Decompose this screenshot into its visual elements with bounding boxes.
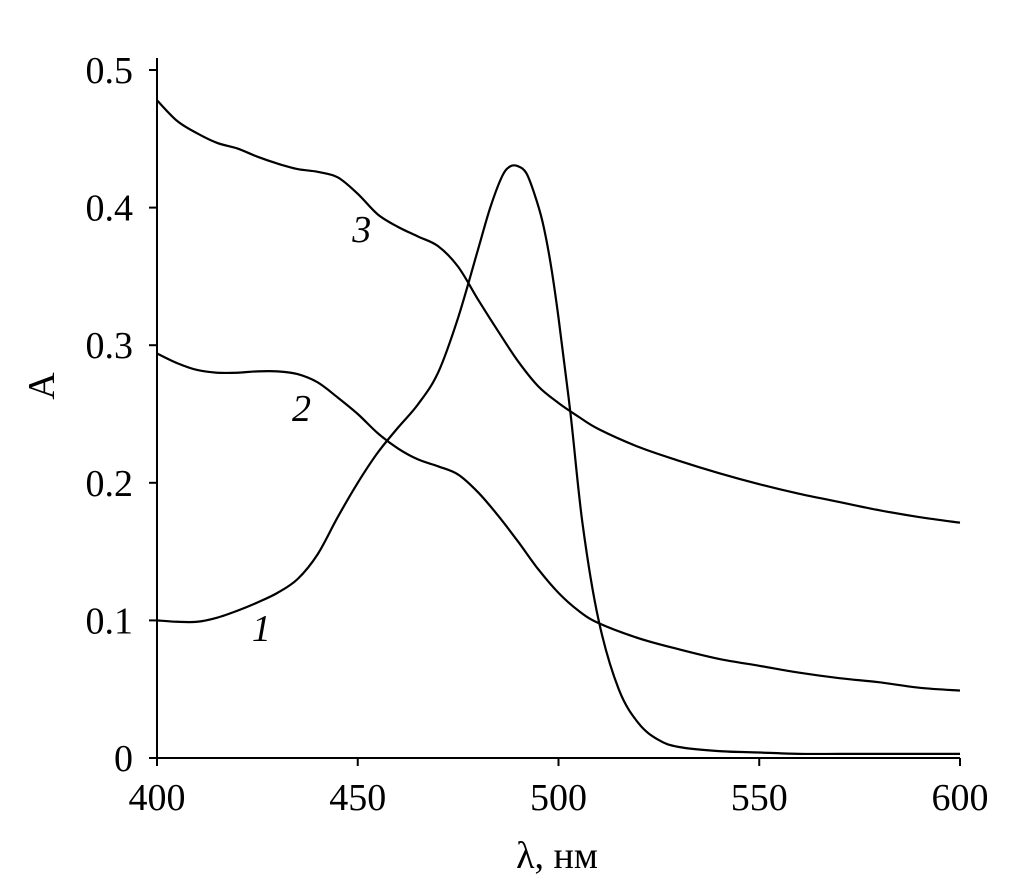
y-tick-label: 0.2 <box>86 463 134 505</box>
y-tick-label: 0.1 <box>86 600 134 642</box>
curves <box>156 99 961 756</box>
x-tick-label: 550 <box>731 777 788 819</box>
x-tick-label: 600 <box>932 777 989 819</box>
y-tick-label: 0.4 <box>86 188 134 230</box>
y-tick-label: 0.3 <box>86 325 134 367</box>
curve-labels: 1 2 3 <box>252 209 371 650</box>
curve-label-1: 1 <box>252 608 271 650</box>
x-axis-title: λ, нм <box>516 835 598 877</box>
y-axis-title: A <box>21 372 63 400</box>
curve-2 <box>156 352 961 692</box>
curve-label-3: 3 <box>351 209 371 251</box>
x-tick-label: 400 <box>129 777 186 819</box>
x-tick-label: 500 <box>530 777 587 819</box>
x-tick-label: 450 <box>329 777 386 819</box>
curve-label-2: 2 <box>292 388 311 430</box>
ticks: 400 450 500 550 600 0 0.1 0.2 0.3 0.4 0.5 <box>86 50 989 819</box>
curve-1 <box>156 164 960 756</box>
y-tick-label: 0.5 <box>86 50 134 92</box>
y-tick-label: 0 <box>114 738 133 780</box>
curve-3 <box>156 99 961 524</box>
